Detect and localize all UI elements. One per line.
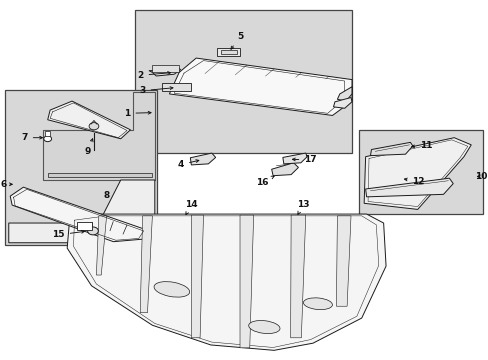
Polygon shape bbox=[96, 216, 106, 275]
Polygon shape bbox=[169, 58, 351, 116]
Polygon shape bbox=[9, 180, 155, 243]
Text: 15: 15 bbox=[52, 230, 84, 239]
Bar bbox=[77, 222, 92, 230]
Ellipse shape bbox=[248, 320, 280, 333]
Bar bbox=[162, 83, 191, 91]
Polygon shape bbox=[240, 215, 253, 348]
Text: 7: 7 bbox=[21, 133, 42, 142]
Polygon shape bbox=[282, 153, 306, 164]
Polygon shape bbox=[191, 215, 203, 338]
Polygon shape bbox=[140, 216, 152, 313]
Polygon shape bbox=[365, 178, 452, 197]
Text: 2: 2 bbox=[137, 71, 170, 80]
Polygon shape bbox=[271, 163, 298, 176]
Polygon shape bbox=[370, 142, 412, 156]
Text: 1: 1 bbox=[124, 109, 151, 118]
Text: 16: 16 bbox=[255, 176, 274, 186]
Polygon shape bbox=[190, 153, 215, 165]
Text: 14: 14 bbox=[184, 200, 197, 215]
Bar bbox=[152, 65, 179, 72]
Ellipse shape bbox=[154, 282, 189, 297]
Text: 8: 8 bbox=[103, 192, 109, 201]
Text: 6: 6 bbox=[0, 180, 7, 189]
Bar bbox=[5, 90, 157, 244]
Polygon shape bbox=[48, 173, 152, 177]
Polygon shape bbox=[337, 87, 351, 101]
Polygon shape bbox=[149, 67, 180, 76]
Text: 10: 10 bbox=[474, 172, 487, 181]
Text: 3: 3 bbox=[139, 86, 173, 95]
Circle shape bbox=[89, 123, 99, 130]
Text: 9: 9 bbox=[85, 139, 93, 156]
Text: 17: 17 bbox=[292, 156, 316, 165]
Text: 5: 5 bbox=[230, 32, 243, 49]
Polygon shape bbox=[333, 98, 351, 108]
Polygon shape bbox=[48, 101, 130, 139]
Bar bbox=[135, 10, 351, 153]
Text: 4: 4 bbox=[177, 160, 199, 169]
Bar bbox=[359, 130, 483, 214]
Polygon shape bbox=[336, 216, 350, 306]
Polygon shape bbox=[43, 92, 155, 180]
Polygon shape bbox=[10, 187, 147, 242]
Text: 13: 13 bbox=[296, 200, 309, 214]
Bar bbox=[45, 131, 50, 136]
Bar bbox=[220, 50, 236, 54]
Polygon shape bbox=[67, 214, 386, 350]
Text: 12: 12 bbox=[404, 176, 424, 185]
Circle shape bbox=[87, 227, 98, 235]
Text: 11: 11 bbox=[411, 141, 432, 150]
Ellipse shape bbox=[303, 298, 332, 310]
Bar bbox=[216, 48, 240, 56]
Circle shape bbox=[44, 136, 52, 141]
Polygon shape bbox=[364, 138, 470, 210]
Polygon shape bbox=[290, 215, 305, 338]
